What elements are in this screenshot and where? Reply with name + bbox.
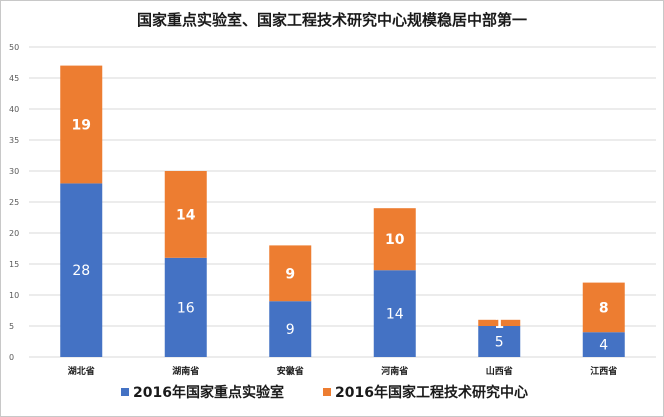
legend-swatch: [121, 388, 129, 396]
legend-swatch: [323, 388, 331, 396]
bar-centers-3: [373, 208, 416, 271]
x-axis: 湖北省 湖南省 安徽省 河南省 山西省 江西省: [68, 365, 618, 377]
y-tick-label: 15: [9, 260, 19, 269]
data-label: 19: [72, 118, 91, 134]
y-tick-label: 0: [9, 353, 14, 362]
gridlines: [29, 46, 656, 358]
data-label: 16: [177, 300, 195, 316]
category-label: 江西省: [590, 365, 617, 377]
y-tick-label: 10: [9, 291, 19, 300]
data-label: 9: [286, 322, 295, 338]
data-label: 1: [494, 316, 504, 332]
bar-labs-5: [582, 332, 625, 357]
legend-label: 2016年国家工程技术研究中心: [335, 384, 528, 401]
bar-centers-0: [60, 65, 103, 184]
bar-centers-4: [478, 319, 521, 326]
bar-labs-4: [478, 326, 521, 357]
bar-centers-1: [164, 171, 207, 258]
bar-labs-0: [60, 183, 103, 357]
bar-labs-2: [269, 301, 312, 357]
y-tick-label: 45: [9, 74, 19, 83]
data-label: 8: [599, 300, 609, 316]
y-tick-label: 40: [9, 105, 19, 114]
data-label: 10: [385, 232, 405, 248]
chart-title: 国家重点实验室、国家工程技术研究中心规模稳居中部第一: [137, 11, 527, 29]
bar-labs-1: [164, 257, 207, 357]
category-label: 山西省: [486, 365, 513, 377]
legend: 2016年国家重点实验室 2016年国家工程技术研究中心: [121, 384, 528, 401]
y-tick-label: 25: [9, 198, 19, 207]
y-tick-label: 35: [9, 136, 19, 145]
bar-centers-2: [269, 245, 312, 302]
data-label: 14: [176, 207, 196, 223]
data-label: 9: [285, 266, 295, 282]
category-label: 湖北省: [68, 365, 95, 377]
y-axis: 0 5 10 15 20 25 30 35 40 45 50: [9, 43, 19, 362]
data-label: 4: [599, 338, 608, 354]
category-label: 湖南省: [172, 365, 199, 377]
y-tick-label: 30: [9, 167, 19, 176]
category-label: 安徽省: [277, 365, 304, 377]
data-label: 14: [386, 307, 404, 323]
y-tick-label: 5: [9, 322, 14, 331]
category-label: 河南省: [381, 365, 408, 377]
y-tick-label: 50: [9, 43, 19, 52]
bar-centers-5: [582, 282, 625, 333]
legend-label: 2016年国家重点实验室: [133, 384, 284, 401]
data-label: 5: [495, 335, 504, 351]
bar-labs-3: [373, 270, 416, 357]
data-label: 28: [72, 263, 90, 279]
y-tick-label: 20: [9, 229, 19, 238]
